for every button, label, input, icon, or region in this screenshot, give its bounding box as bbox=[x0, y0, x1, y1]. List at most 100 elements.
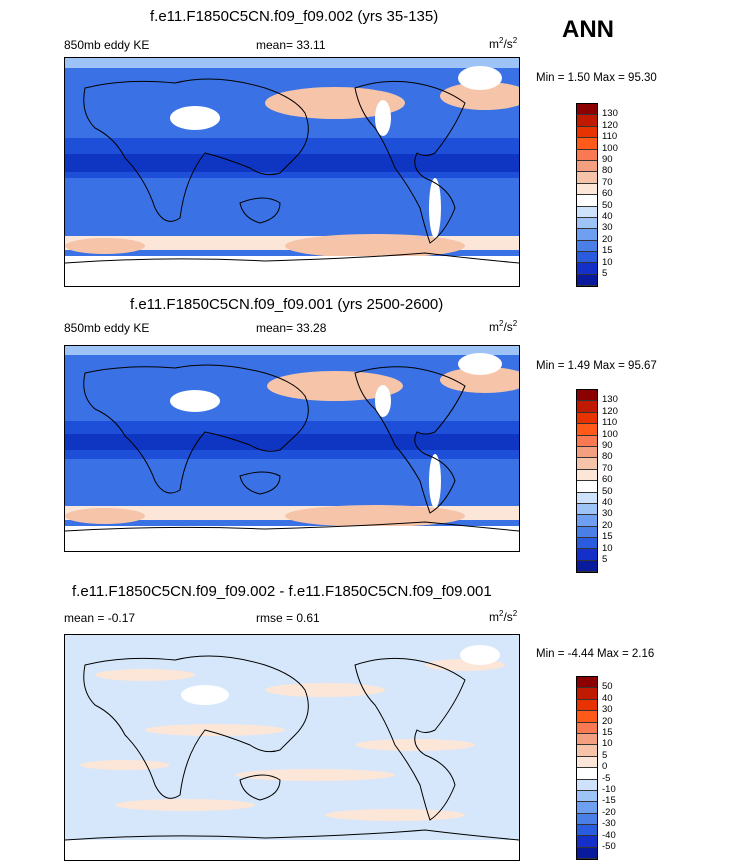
colorbar-tick-label: 10 bbox=[602, 738, 613, 750]
colorbar-swatch bbox=[577, 104, 597, 116]
colorbar-tick-label: 130 bbox=[602, 394, 618, 406]
panel-1-map bbox=[64, 57, 520, 287]
colorbar-swatch bbox=[577, 549, 597, 561]
colorbar-swatch bbox=[577, 172, 597, 184]
colorbar-swatch bbox=[577, 813, 597, 826]
panel-2-map bbox=[64, 345, 520, 552]
panel-3-map-svg bbox=[65, 635, 519, 860]
colorbar-tick-label: 90 bbox=[602, 154, 613, 165]
panel-1-left-label: 850mb eddy KE bbox=[64, 38, 150, 52]
panel-3-mean: mean = -0.17 bbox=[64, 611, 136, 625]
panel-1-units: m2/s2 bbox=[489, 36, 518, 51]
colorbar-tick-label: 110 bbox=[602, 417, 618, 429]
colorbar-tick-label: 5 bbox=[602, 749, 608, 761]
colorbar-swatch bbox=[577, 699, 597, 712]
colorbar-tick-label: -40 bbox=[602, 829, 616, 841]
colorbar-swatch bbox=[577, 126, 597, 139]
colorbar-swatch bbox=[577, 825, 597, 837]
panel-3-units: m2/s2 bbox=[489, 609, 518, 624]
colorbar-tick-label: 70 bbox=[602, 462, 613, 474]
colorbar-tick-label: 30 bbox=[602, 508, 613, 520]
colorbar-swatch bbox=[577, 481, 597, 493]
colorbar-tick-label: -30 bbox=[602, 818, 616, 830]
panel-3-title: f.e11.F1850C5CN.f09_f09.002 - f.e11.F185… bbox=[72, 583, 492, 600]
colorbar-tick-label: 30 bbox=[602, 704, 613, 716]
colorbar-swatch bbox=[577, 503, 597, 516]
panel-3-map bbox=[64, 634, 520, 861]
panel-2-title: f.e11.F1850C5CN.f09_f09.001 (yrs 2500-26… bbox=[130, 296, 444, 313]
panel-1-mean: mean= 33.11 bbox=[256, 38, 326, 52]
colorbar-tick-label: 15 bbox=[602, 727, 613, 738]
colorbar-swatch bbox=[577, 756, 597, 769]
colorbar-tick-label: 20 bbox=[602, 233, 613, 245]
panel-2-units: m2/s2 bbox=[489, 319, 518, 334]
colorbar-swatch bbox=[577, 526, 597, 539]
colorbar-tick-label: 5 bbox=[602, 554, 608, 565]
colorbar-swatch bbox=[577, 274, 597, 287]
colorbar-tick-label: 120 bbox=[602, 119, 618, 131]
panel-2-minmax: Min = 1.49 Max = 95.67 bbox=[536, 360, 657, 372]
colorbar-tick-label: 30 bbox=[602, 222, 613, 234]
colorbar-tick-label: 40 bbox=[602, 211, 613, 222]
colorbar-tick-label: 20 bbox=[602, 715, 613, 727]
colorbar-tick-label: 50 bbox=[602, 681, 613, 693]
colorbar-swatch bbox=[577, 217, 597, 230]
colorbar-tick-label: -5 bbox=[602, 772, 611, 784]
colorbar-tick-label: -20 bbox=[602, 806, 616, 818]
colorbar-tick-label: 60 bbox=[602, 188, 613, 200]
colorbar-swatch bbox=[577, 458, 597, 470]
panel-1-map-svg bbox=[65, 58, 519, 286]
colorbar-tick-label: 10 bbox=[602, 542, 613, 554]
colorbar-tick-label: 100 bbox=[602, 142, 618, 154]
season-label: ANN bbox=[562, 16, 614, 43]
colorbar-tick-label: 15 bbox=[602, 245, 613, 257]
colorbar-swatch bbox=[577, 790, 597, 803]
colorbar-swatch bbox=[577, 722, 597, 734]
colorbar-swatch bbox=[577, 469, 597, 482]
colorbar-swatch bbox=[577, 412, 597, 425]
colorbar-swatch bbox=[577, 138, 597, 150]
colorbar-swatch bbox=[577, 802, 597, 814]
panel-2-mean: mean= 33.28 bbox=[256, 321, 327, 335]
colorbar-swatch bbox=[577, 688, 597, 700]
colorbar-swatch bbox=[577, 745, 597, 757]
colorbar-tick-label: -10 bbox=[602, 784, 616, 795]
colorbar-swatch bbox=[577, 847, 597, 860]
colorbar-tick-label: 40 bbox=[602, 497, 613, 508]
panel-1-title: f.e11.F1850C5CN.f09_f09.002 (yrs 35-135) bbox=[150, 8, 439, 25]
panel-2-left-label: 850mb eddy KE bbox=[64, 321, 150, 335]
colorbar-tick-label: 15 bbox=[602, 531, 613, 543]
colorbar-swatch bbox=[577, 560, 597, 573]
colorbar-swatch bbox=[577, 446, 597, 459]
colorbar-swatch bbox=[577, 836, 597, 848]
colorbar-swatch bbox=[577, 711, 597, 723]
colorbar-swatch bbox=[577, 492, 597, 504]
colorbar-tick-label: 120 bbox=[602, 405, 618, 417]
colorbar-swatch bbox=[577, 160, 597, 173]
colorbar-swatch bbox=[577, 263, 597, 275]
colorbar-swatch bbox=[577, 515, 597, 527]
colorbar-tick-label: 20 bbox=[602, 519, 613, 531]
colorbar-swatch bbox=[577, 733, 597, 746]
colorbar-tick-label: 10 bbox=[602, 256, 613, 268]
colorbar-swatch bbox=[577, 390, 597, 402]
panel-3-colorbar bbox=[576, 676, 598, 861]
colorbar-swatch bbox=[577, 252, 597, 264]
colorbar-tick-label: 80 bbox=[602, 451, 613, 463]
panel-3-rmse: rmse = 0.61 bbox=[256, 611, 320, 625]
colorbar-tick-label: -50 bbox=[602, 841, 616, 852]
colorbar-tick-label: -15 bbox=[602, 795, 616, 807]
panel-1-colorbar bbox=[576, 103, 598, 288]
colorbar-tick-label: 60 bbox=[602, 474, 613, 486]
colorbar-swatch bbox=[577, 538, 597, 550]
colorbar-swatch bbox=[577, 149, 597, 161]
panel-2-map-svg bbox=[65, 346, 519, 551]
colorbar-tick-label: 70 bbox=[602, 176, 613, 188]
colorbar-swatch bbox=[577, 229, 597, 241]
colorbar-swatch bbox=[577, 435, 597, 447]
colorbar-swatch bbox=[577, 206, 597, 218]
colorbar-swatch bbox=[577, 195, 597, 207]
colorbar-swatch bbox=[577, 183, 597, 196]
colorbar-tick-label: 50 bbox=[602, 485, 613, 497]
colorbar-tick-label: 110 bbox=[602, 131, 618, 143]
